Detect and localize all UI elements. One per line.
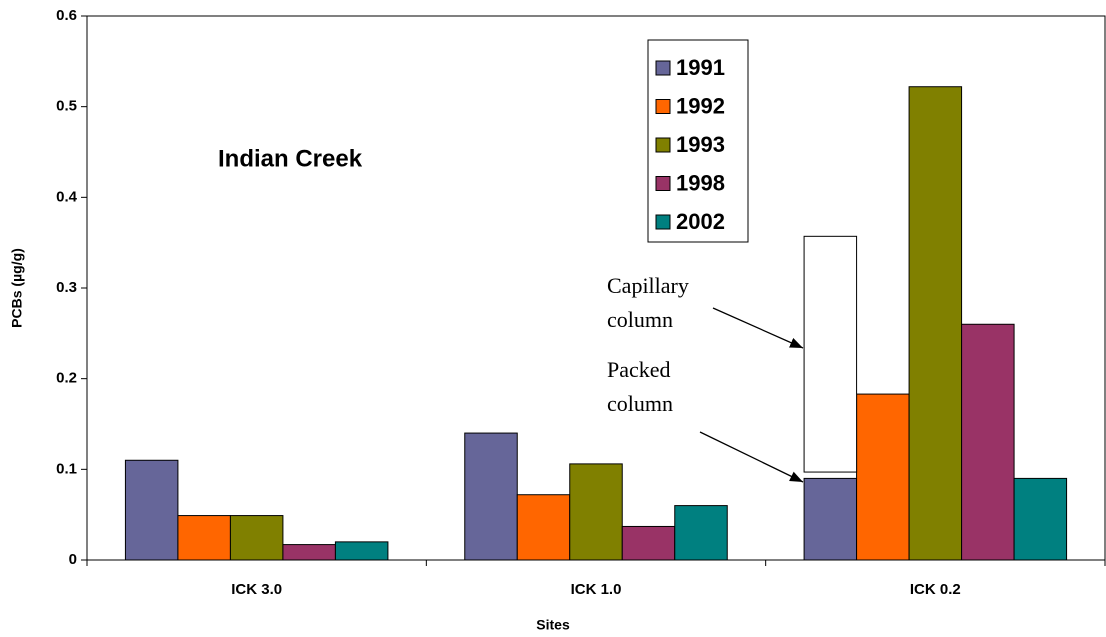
x-tick-label: ICK 0.2 [910,581,961,598]
legend-label: 2002 [676,209,725,234]
bar [908,86,963,561]
x-axis-label: Sites [536,617,570,633]
legend-swatch [655,137,671,153]
legend-label: 1993 [676,132,725,157]
bar [569,463,623,561]
legend-swatch [655,60,671,76]
legend-swatch [655,99,671,114]
y-axis-label: PCBs (µg/g) [9,248,25,328]
bar [961,323,1015,561]
bar [674,505,728,561]
legend-swatch [655,176,671,191]
y-tick-label: 0.4 [56,188,78,205]
bar [334,541,389,561]
arrow [712,307,804,349]
bar [516,494,571,561]
arrow [699,431,804,483]
bar [177,515,231,561]
annotation: column [607,307,673,332]
legend-label: 1992 [676,93,725,118]
capillary-box [803,235,858,473]
legend-label: 1991 [676,55,725,80]
bar [282,544,336,561]
bar [1013,477,1068,561]
bar [803,477,858,561]
x-tick-label: ICK 1.0 [571,581,622,598]
annotation: column [607,391,673,416]
bar [856,393,910,561]
y-tick-label: 0.6 [56,7,77,24]
legend-swatch [655,214,671,230]
y-tick-label: 0.5 [56,98,77,115]
x-tick-label: ICK 3.0 [231,581,282,598]
bar [124,459,179,561]
chart-title: Indian Creek [218,145,363,172]
y-tick-label: 0.3 [56,279,77,296]
bar [229,515,284,561]
bar [464,432,518,561]
y-tick-label: 0.1 [56,460,77,477]
y-tick-label: 0.2 [56,370,77,387]
annotation: Capillary [607,273,689,298]
annotation: Packed [607,357,671,382]
y-tick-label: 0 [69,551,77,568]
bar [621,525,676,561]
legend-label: 1998 [676,170,725,195]
